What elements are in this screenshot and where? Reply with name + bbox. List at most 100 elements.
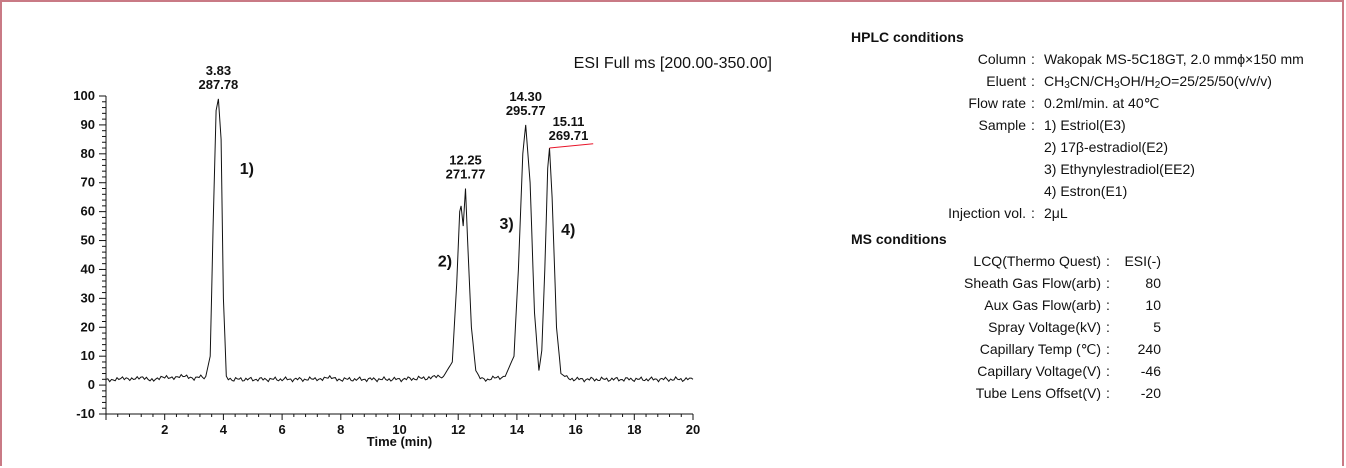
ms-row: Capillary Temp (℃): 240 bbox=[851, 338, 1341, 360]
condition-value: 1) Estriol(E3) bbox=[1044, 117, 1126, 133]
ms-row: Tube Lens Offset(V): -20 bbox=[851, 382, 1341, 404]
condition-label: Sample bbox=[978, 117, 1026, 133]
chromatogram-chart: -10 0 10 20 30 40 50 60 70 80 90 100 2 4 6 8 10 12 14 16 18 2… bbox=[73, 55, 772, 449]
condition-value: 2) 17β-estradiol(E2) bbox=[1044, 139, 1168, 155]
condition-label: Aux Gas Flow(arb) bbox=[984, 297, 1101, 313]
peak-mz-label: 287.78 bbox=[199, 77, 239, 92]
peak-mz-label: 295.77 bbox=[506, 103, 546, 118]
x-tick-label: 6 bbox=[278, 422, 285, 437]
hplc-row: 4) Estron(E1) bbox=[851, 180, 1341, 202]
condition-colon: : bbox=[1031, 117, 1035, 133]
ms-row: Spray Voltage(kV): 5 bbox=[851, 316, 1341, 338]
condition-colon: : bbox=[1106, 275, 1110, 291]
y-tick-label: 90 bbox=[81, 117, 95, 132]
hplc-row: Sample:1) Estriol(E3) bbox=[851, 114, 1341, 136]
value-part: 3 bbox=[1064, 80, 1070, 91]
x-tick-label: 12 bbox=[451, 422, 465, 437]
value-part: CN/CH bbox=[1069, 73, 1115, 89]
condition-label: Injection vol. bbox=[948, 205, 1026, 221]
x-tick-label: 8 bbox=[337, 422, 344, 437]
condition-value: Wakopak MS-5C18GT, 2.0 mmϕ×150 mm bbox=[1044, 51, 1304, 67]
peak-time-label: 15.11 bbox=[553, 114, 585, 129]
x-tick-label: 20 bbox=[686, 422, 700, 437]
condition-colon: : bbox=[1031, 205, 1035, 221]
ms-row: LCQ(Thermo Quest): ESI(-) bbox=[851, 250, 1341, 272]
peak-time-label: 12.25 bbox=[449, 153, 482, 168]
x-tick-label: 18 bbox=[627, 422, 641, 437]
hplc-conditions-list: Column: Wakopak MS-5C18GT, 2.0 mmϕ×150 mm… bbox=[851, 48, 1341, 224]
y-tick-label: 40 bbox=[81, 261, 95, 276]
peak-number-label: 3) bbox=[500, 216, 514, 233]
hplc-row: Flow rate:0.2ml/min. at 40℃ bbox=[851, 92, 1341, 114]
peak-marker-line bbox=[549, 143, 594, 149]
condition-colon: : bbox=[1106, 341, 1110, 357]
condition-value: CH3CN/CH3OH/H2O=25/25/50(v/v/v) bbox=[1044, 70, 1272, 92]
hplc-row: Column: Wakopak MS-5C18GT, 2.0 mmϕ×150 mm bbox=[851, 48, 1341, 70]
condition-colon: : bbox=[1106, 297, 1110, 313]
hplc-row: Injection vol.:2μL bbox=[851, 202, 1341, 224]
peak-number-label: 1) bbox=[240, 161, 254, 178]
condition-label: Sheath Gas Flow(arb) bbox=[964, 275, 1101, 291]
x-tick-label: 4 bbox=[220, 422, 228, 437]
value-part: 2 bbox=[1154, 80, 1161, 91]
y-tick-label: 30 bbox=[81, 290, 95, 305]
condition-label: Capillary Voltage(V) bbox=[977, 363, 1101, 379]
ms-heading: MS conditions bbox=[851, 231, 947, 247]
condition-colon: : bbox=[1106, 363, 1110, 379]
condition-colon: : bbox=[1106, 319, 1110, 335]
condition-value: 5 bbox=[1153, 319, 1161, 335]
chart-title: ESI Full ms [200.00-350.00] bbox=[574, 55, 772, 72]
conditions-panel: HPLC conditions Column: Wakopak MS-5C18GT… bbox=[851, 26, 1341, 404]
condition-value: 4) Estron(E1) bbox=[1044, 183, 1128, 199]
condition-label: LCQ(Thermo Quest) bbox=[973, 253, 1101, 269]
peak-time-label: 14.30 bbox=[509, 89, 542, 104]
y-tick-label: 10 bbox=[81, 348, 95, 363]
hplc-row: Eluent: CH3CN/CH3OH/H2O=25/25/50(v/v/v) bbox=[851, 70, 1341, 92]
peak-number-label: 2) bbox=[438, 254, 452, 271]
y-tick-label: 60 bbox=[81, 204, 95, 219]
condition-value: 3) Ethynylestradiol(EE2) bbox=[1044, 161, 1195, 177]
y-tick-label: 50 bbox=[81, 233, 95, 248]
ms-conditions-list: LCQ(Thermo Quest): ESI(-) Sheath Gas Flow(… bbox=[851, 250, 1341, 404]
x-tick-label: 16 bbox=[568, 422, 582, 437]
value-part: O=25/25/50(v/v/v) bbox=[1160, 73, 1272, 89]
condition-value: 2μL bbox=[1044, 205, 1068, 221]
y-tick-label: 20 bbox=[81, 319, 95, 334]
condition-value: 80 bbox=[1145, 275, 1161, 291]
x-axis-title: Time (min) bbox=[367, 434, 433, 449]
chromatogram-trace bbox=[105, 98, 694, 383]
hplc-heading: HPLC conditions bbox=[851, 29, 964, 45]
x-tick-label: 14 bbox=[510, 422, 525, 437]
hplc-row: 2) 17β-estradiol(E2) bbox=[851, 136, 1341, 158]
ms-row: Capillary Voltage(V): -46 bbox=[851, 360, 1341, 382]
condition-label: Flow rate bbox=[968, 95, 1026, 111]
value-part: OH/H bbox=[1119, 73, 1155, 89]
condition-colon: : bbox=[1106, 253, 1110, 269]
peak-mz-label: 269.71 bbox=[549, 128, 589, 143]
y-tick-label: 80 bbox=[81, 146, 95, 161]
condition-value: -20 bbox=[1140, 385, 1161, 401]
peak-time-label: 3.83 bbox=[206, 63, 231, 78]
ms-row: Aux Gas Flow(arb): 10 bbox=[851, 294, 1341, 316]
value-part: CH bbox=[1044, 73, 1065, 89]
y-tick-label: 0 bbox=[88, 377, 95, 392]
condition-label: Tube Lens Offset(V) bbox=[975, 385, 1101, 401]
x-tick-label: 10 bbox=[392, 422, 406, 437]
condition-label: Eluent bbox=[986, 73, 1026, 89]
condition-label: Capillary Temp (℃) bbox=[979, 341, 1101, 357]
condition-value: ESI(-) bbox=[1124, 253, 1161, 269]
hplc-row: 3) Ethynylestradiol(EE2) bbox=[851, 158, 1341, 180]
condition-label: Column bbox=[977, 51, 1026, 67]
y-tick-label: 70 bbox=[81, 175, 95, 190]
condition-value: 240 bbox=[1137, 341, 1161, 357]
condition-colon: : bbox=[1106, 385, 1110, 401]
value-part: 3 bbox=[1114, 80, 1120, 91]
x-tick-label: 2 bbox=[161, 422, 168, 437]
y-tick-label: 100 bbox=[73, 88, 95, 103]
ms-row: Sheath Gas Flow(arb): 80 bbox=[851, 272, 1341, 294]
condition-colon: : bbox=[1031, 95, 1035, 111]
y-tick-label: -10 bbox=[76, 406, 95, 421]
condition-value: 10 bbox=[1145, 297, 1161, 313]
condition-colon: : bbox=[1031, 51, 1035, 67]
